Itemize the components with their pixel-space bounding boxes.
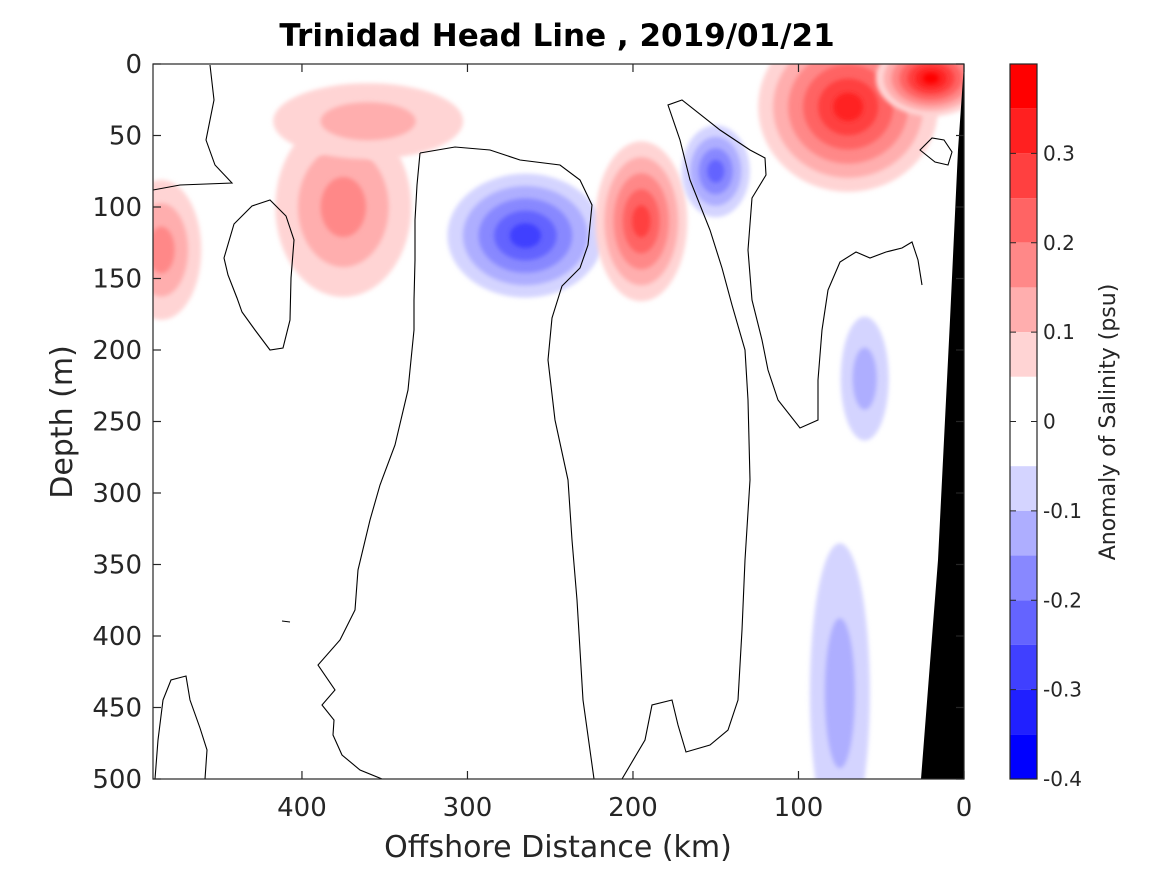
y-tick-label: 300 xyxy=(92,479,142,509)
zero-contour-line xyxy=(223,199,295,351)
x-tick-label: 0 xyxy=(956,793,973,823)
x-axis-label: Offshore Distance (km) xyxy=(384,830,732,865)
y-tick-label: 250 xyxy=(92,408,142,438)
y-tick-label: 350 xyxy=(92,551,142,581)
y-tick-label: 450 xyxy=(92,694,142,724)
zero-contour-line xyxy=(919,137,953,166)
colorbar-level xyxy=(1010,644,1037,690)
x-tick-label: 200 xyxy=(608,793,658,823)
salinity-low-contour xyxy=(852,347,877,410)
zero-contour-line xyxy=(154,675,208,779)
salinity-high-contour xyxy=(833,92,864,122)
colorbar-ticks: 0.3 0.2 0.1 0 -0.1 -0.2 -0.3 -0.4 xyxy=(1010,141,1082,791)
x-tick-label: 100 xyxy=(774,793,824,823)
colorbar-level xyxy=(1010,734,1037,779)
x-tick-label: 400 xyxy=(277,793,327,823)
colorbar-level xyxy=(1010,242,1037,288)
colorbar-tick-label: 0.3 xyxy=(1043,141,1075,165)
colorbar-level xyxy=(1010,555,1037,601)
y-axis: 0 50 100 150 200 250 300 350 400 450 500 xyxy=(92,50,964,795)
salinity-high-contour xyxy=(153,226,175,274)
salinity-high-contour xyxy=(320,102,416,141)
zero-contour-line xyxy=(153,64,234,191)
colorbar-tick-label: -0.1 xyxy=(1043,499,1082,523)
salinity-low-contour xyxy=(509,223,541,249)
zero-contour-line xyxy=(281,620,291,623)
colorbar-tick-label: -0.4 xyxy=(1043,767,1082,791)
chart-title: Trinidad Head Line , 2019/01/21 xyxy=(279,18,834,54)
y-tick-label: 0 xyxy=(125,50,142,80)
salinity-high-contour xyxy=(923,72,939,84)
colorbar-tick-label: -0.2 xyxy=(1043,588,1082,612)
salinity-high-contour xyxy=(320,177,367,237)
zero-contours xyxy=(153,64,953,779)
colorbar-tick-label: -0.3 xyxy=(1043,678,1082,702)
salinity-high-contour xyxy=(632,205,651,238)
zero-contour-line xyxy=(419,146,595,779)
colorbar-level xyxy=(1010,466,1037,511)
y-axis-label: Depth (m) xyxy=(45,345,80,499)
colorbar-tick-label: 0.1 xyxy=(1043,320,1075,344)
y-tick-label: 400 xyxy=(92,622,142,652)
x-axis: 400 300 200 100 0 xyxy=(277,64,972,823)
colorbar-level xyxy=(1010,153,1037,199)
colorbar-tick-label: 0 xyxy=(1043,410,1056,434)
zero-contour-line xyxy=(621,99,923,779)
y-tick-label: 500 xyxy=(92,765,142,795)
colorbar-level xyxy=(1010,287,1037,333)
colorbar-label: Anomaly of Salinity (psu) xyxy=(1096,284,1121,561)
colorbar-level xyxy=(1010,600,1037,645)
salinity-low-contour xyxy=(707,159,725,183)
y-tick-label: 200 xyxy=(92,336,142,366)
colorbar-tick-label: 0.2 xyxy=(1043,231,1075,255)
seafloor-topography xyxy=(921,64,964,779)
salinity-low-contour xyxy=(824,618,855,769)
x-tick-label: 300 xyxy=(443,793,493,823)
y-tick-label: 50 xyxy=(109,122,142,152)
y-tick-label: 150 xyxy=(92,265,142,295)
colorbar xyxy=(1009,63,1038,780)
salinity-anomaly-field xyxy=(153,64,964,779)
colorbar-level xyxy=(1010,510,1037,556)
colorbar-level xyxy=(1010,332,1037,377)
colorbar-level xyxy=(1010,64,1037,109)
colorbar-level xyxy=(1010,108,1037,154)
y-tick-label: 100 xyxy=(92,193,142,223)
zero-contour-line xyxy=(317,152,421,779)
colorbar-level xyxy=(1010,689,1037,735)
colorbar-level xyxy=(1010,198,1037,243)
